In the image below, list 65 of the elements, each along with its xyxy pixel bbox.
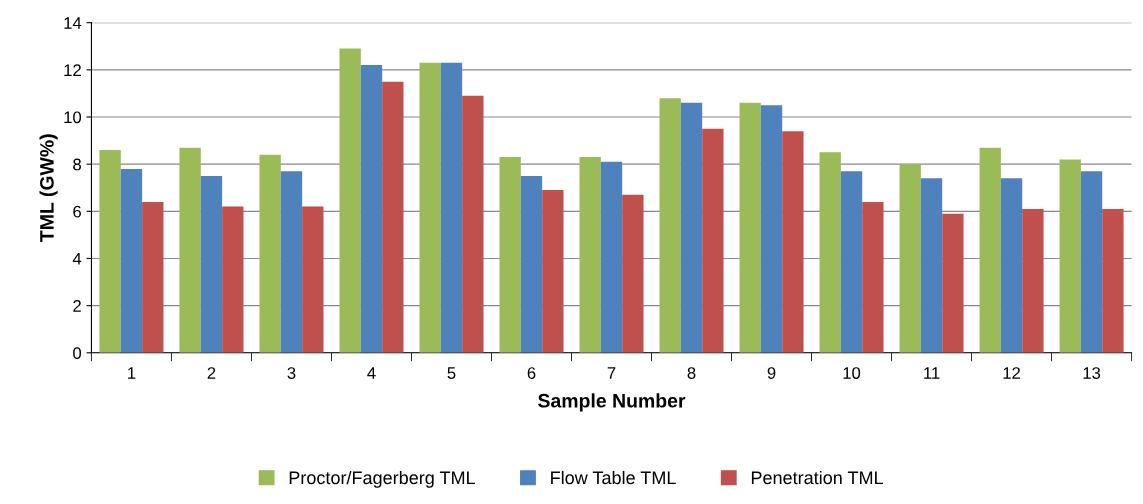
bar	[382, 81, 404, 353]
bar	[760, 105, 783, 353]
x-tick-label: 6	[527, 367, 536, 379]
bar	[302, 206, 324, 353]
bar	[702, 128, 724, 353]
y-tick-label: 10	[64, 111, 82, 124]
bar	[280, 171, 303, 353]
bar	[440, 62, 463, 353]
bar	[120, 168, 143, 353]
x-tick-label: 5	[447, 367, 456, 379]
bar	[1022, 208, 1044, 353]
y-tick-label: 14	[64, 17, 82, 29]
bar	[680, 102, 703, 353]
bar	[360, 65, 383, 353]
bar	[99, 150, 121, 353]
legend-label: Flow Table TML	[551, 470, 676, 485]
x-tick-label: 3	[287, 367, 296, 379]
y-axis-title: TML (GW%)	[39, 134, 58, 242]
bar	[419, 62, 441, 353]
bar	[1059, 159, 1081, 353]
x-tick-label: 11	[924, 367, 940, 379]
x-tick-label: 7	[607, 367, 616, 379]
bar	[920, 178, 943, 353]
bar	[819, 152, 841, 353]
bar	[862, 201, 884, 353]
bar	[942, 213, 964, 353]
bar	[782, 131, 804, 353]
y-tick-label: 2	[73, 300, 81, 312]
bar	[899, 164, 921, 353]
y-tick-label: 12	[64, 64, 81, 76]
bar	[1080, 171, 1103, 353]
y-tick-label: 8	[73, 158, 81, 171]
bar	[739, 102, 761, 353]
bar	[339, 48, 361, 353]
y-tick-label: 4	[72, 253, 82, 265]
bar	[200, 175, 223, 353]
x-tick-label: 13	[1083, 367, 1101, 379]
bar	[979, 147, 1001, 353]
legend-label: Penetration TML	[751, 470, 884, 485]
legend-label: Proctor/Fagerberg TML	[289, 470, 476, 488]
x-tick-label: 8	[687, 367, 696, 379]
bar	[579, 157, 601, 353]
bar	[499, 157, 521, 353]
bar	[840, 171, 863, 353]
bar	[259, 154, 281, 353]
x-tick-label: 1	[128, 367, 136, 379]
x-tick-label: 10	[843, 367, 861, 379]
y-tick-label: 6	[73, 205, 81, 218]
bar	[659, 98, 681, 353]
x-tick-label: 9	[767, 367, 776, 379]
x-axis-title: Sample Number	[538, 393, 686, 412]
bar	[222, 206, 244, 353]
bar	[179, 147, 201, 353]
bar	[600, 161, 623, 353]
x-tick-label: 4	[367, 367, 376, 379]
x-tick-label: 12	[1003, 367, 1020, 379]
bar	[462, 95, 484, 353]
x-tick-label: 2	[207, 367, 216, 379]
bar	[142, 201, 164, 353]
bar	[1000, 178, 1023, 353]
bar	[622, 194, 644, 353]
bar	[1102, 208, 1124, 353]
bar	[542, 190, 564, 353]
bar	[520, 175, 543, 353]
y-tick-label: 0	[73, 347, 82, 359]
